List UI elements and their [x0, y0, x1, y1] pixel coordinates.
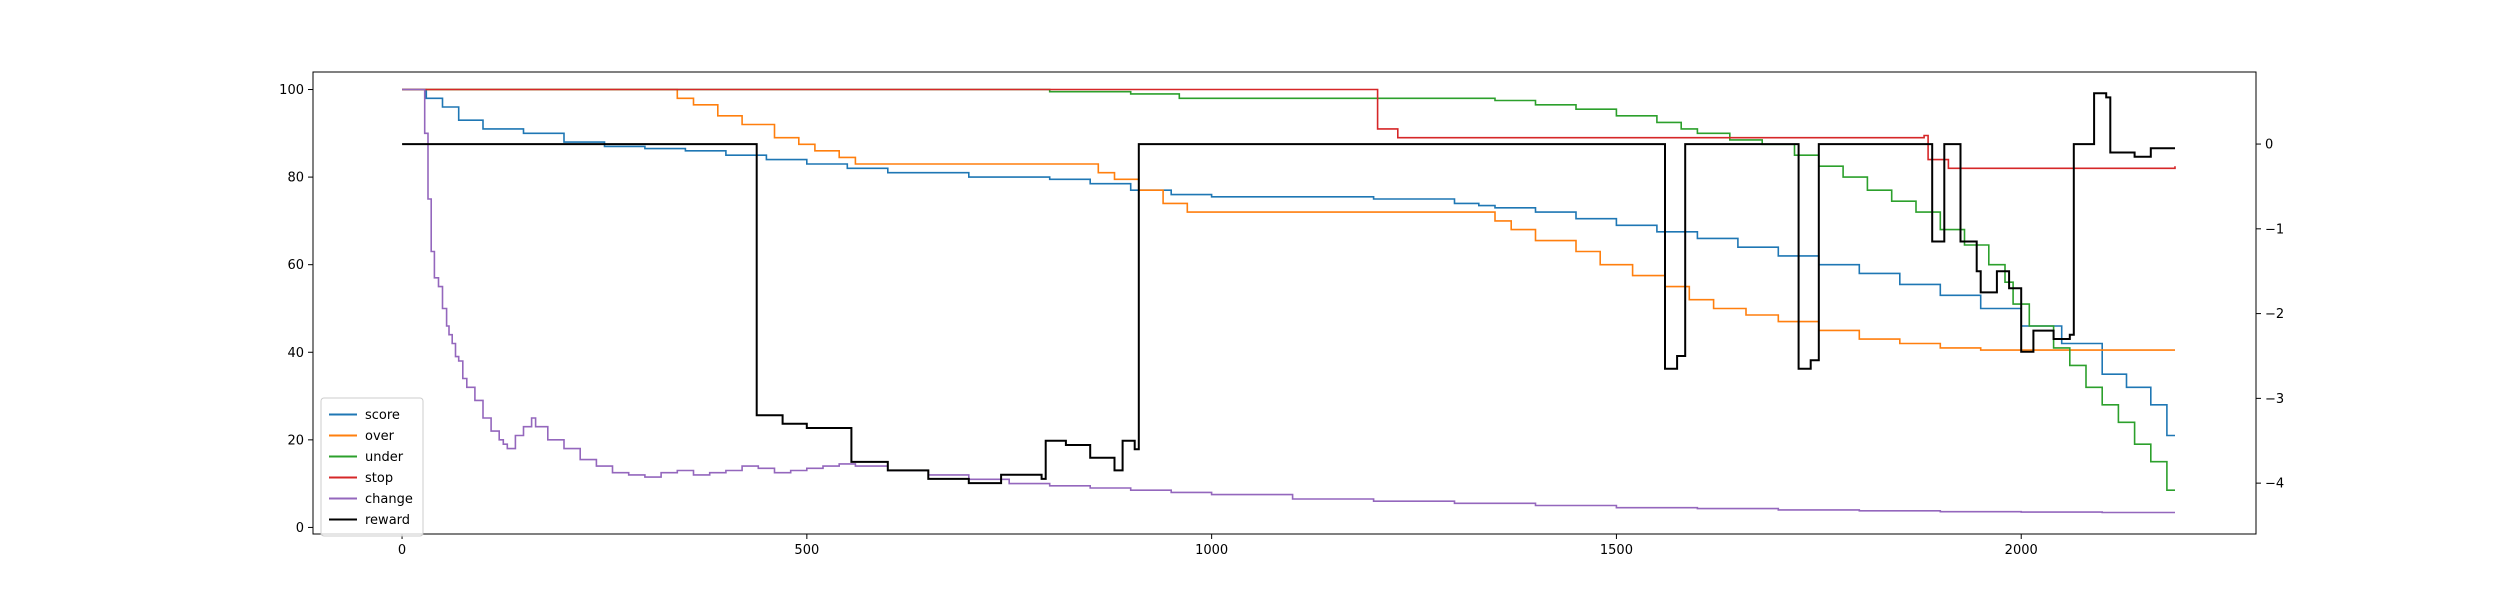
x-tick-label: 2000 — [2005, 543, 2038, 558]
series-line-stop — [402, 88, 2176, 170]
legend-label-change: change — [365, 492, 413, 507]
x-tick-label: 500 — [794, 543, 819, 558]
series-line-over — [402, 88, 2175, 351]
series-line-reward — [402, 92, 2175, 485]
legend-label-stop: stop — [365, 471, 393, 486]
legend-label-reward: reward — [365, 513, 410, 528]
series-line-change — [402, 88, 2175, 514]
y-left-tick-label: 40 — [287, 346, 304, 361]
y-right-tick-label: 0 — [2265, 138, 2273, 153]
y-left-tick-label: 20 — [287, 433, 304, 448]
series-layer — [402, 88, 2176, 514]
legend-label-over: over — [365, 429, 395, 444]
x-tick-label: 0 — [398, 543, 406, 558]
y-right-tick-label: −1 — [2265, 222, 2284, 237]
y-right-tick-label: −3 — [2265, 392, 2284, 407]
legend: score over under stop change reward — [320, 397, 424, 537]
y-right-tick-label: −2 — [2265, 307, 2284, 322]
plot-area-frame — [312, 71, 2257, 535]
legend-box — [320, 397, 424, 537]
legend-label-score: score — [365, 408, 400, 423]
series-line-under — [402, 88, 2175, 492]
y-left-tick-label: 100 — [279, 83, 304, 98]
y-left-tick-label: 60 — [287, 258, 304, 273]
x-tick-label: 1000 — [1195, 543, 1228, 558]
legend-label-under: under — [365, 450, 404, 465]
y-left-tick-label: 0 — [296, 521, 304, 536]
x-axis: 0 500 1000 1500 2000 — [398, 534, 2038, 558]
y-left-tick-label: 80 — [287, 171, 304, 186]
y-left-axis: 0 20 40 60 80 100 — [279, 83, 313, 536]
y-right-tick-label: −4 — [2265, 477, 2284, 492]
series-line-score — [402, 88, 2175, 437]
x-tick-label: 1500 — [1600, 543, 1633, 558]
y-right-axis: −4 −3 −2 −1 0 — [2256, 138, 2284, 492]
